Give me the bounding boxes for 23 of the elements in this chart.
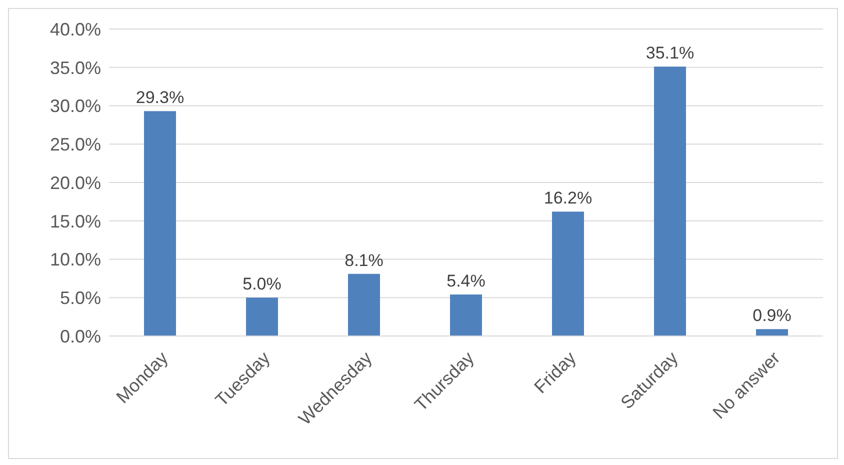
data-label: 0.9%: [752, 306, 792, 326]
y-tick-label: 20.0%: [50, 172, 101, 193]
y-tick-label: 35.0%: [50, 58, 101, 78]
y-tick-label: 40.0%: [50, 19, 101, 40]
bar: [450, 294, 482, 336]
bar: [552, 212, 584, 336]
y-tick-label: 30.0%: [50, 96, 101, 116]
bar: [246, 298, 278, 336]
y-tick-label: 25.0%: [50, 134, 101, 155]
bar: [348, 274, 380, 336]
data-label: 5.4%: [446, 272, 486, 291]
y-tick-label: 10.0%: [50, 250, 101, 270]
data-label: 29.3%: [136, 88, 184, 108]
data-label: 16.2%: [544, 188, 592, 208]
data-label: 5.0%: [242, 274, 282, 294]
y-tick-label: 15.0%: [50, 211, 101, 232]
data-label: 35.1%: [646, 44, 694, 63]
bar: [144, 111, 176, 336]
data-label: 8.1%: [344, 250, 384, 270]
y-tick-label: 5.0%: [60, 288, 101, 308]
y-tick-label: 0.0%: [60, 326, 101, 346]
bar: [756, 329, 788, 336]
bar: [654, 66, 686, 336]
